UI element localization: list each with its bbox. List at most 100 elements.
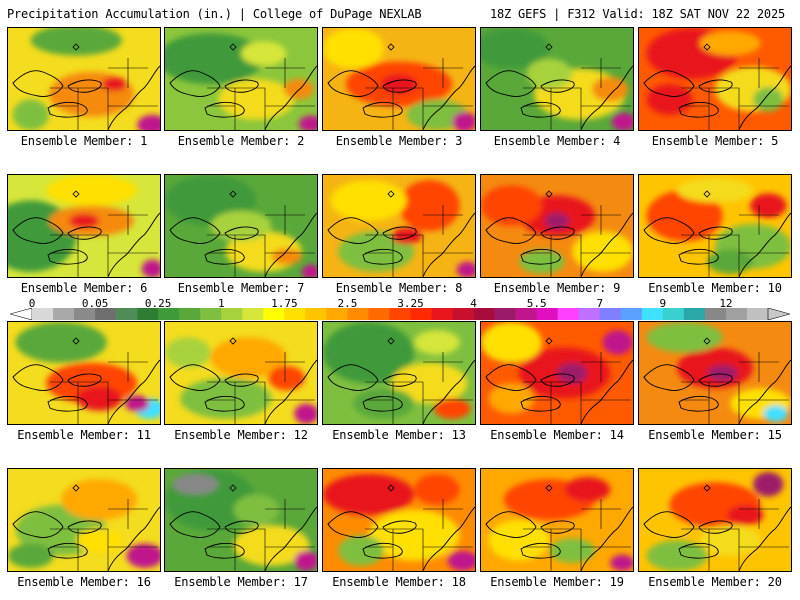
precip-field	[323, 469, 475, 571]
ensemble-member-label: Ensemble Member: 15	[648, 428, 782, 442]
precip-blob	[753, 472, 784, 497]
model-run-info: 18Z GEFS | F312 Valid: 18Z SAT NOV 22 20…	[489, 7, 785, 21]
precip-blob	[210, 210, 272, 242]
ensemble-member-map	[7, 468, 161, 572]
precip-blob	[294, 403, 317, 424]
precip-field	[639, 469, 791, 571]
precip-field	[8, 28, 160, 130]
station-marker	[387, 337, 395, 345]
colorbar-segment	[32, 308, 54, 320]
station-marker	[387, 190, 395, 198]
precip-blob	[481, 322, 542, 363]
state-borders	[50, 205, 158, 277]
colorbar-segment	[158, 308, 180, 320]
colorbar-tick-label: 1	[217, 297, 225, 310]
coastline	[422, 506, 475, 571]
ensemble-member-map	[164, 321, 318, 425]
ensemble-member-map	[164, 27, 318, 131]
coastline	[422, 359, 475, 424]
colorbar-segment	[74, 308, 96, 320]
precip-field	[481, 175, 633, 277]
precip-field	[639, 28, 791, 130]
precip-blob	[452, 111, 475, 130]
state-borders	[523, 499, 631, 571]
station-marker	[545, 43, 553, 51]
precip-blob	[210, 337, 287, 379]
ensemble-member-label: Ensemble Member: 3	[335, 134, 463, 148]
precip-field	[323, 175, 475, 277]
precip-blob	[301, 264, 317, 277]
precip-blob	[557, 362, 588, 384]
colorbar-segment	[389, 308, 411, 320]
state-borders	[365, 58, 473, 130]
colorbar-segment	[347, 308, 369, 320]
station-marker	[229, 190, 237, 198]
precip-blob	[283, 79, 314, 100]
state-borders	[523, 58, 631, 130]
colorbar-tick-label: 4	[470, 297, 477, 310]
ensemble-member-map	[7, 27, 161, 131]
precip-blob	[137, 114, 160, 130]
colorbar-segment	[305, 308, 327, 320]
ensemble-member-label: Ensemble Member: 10	[648, 281, 782, 295]
colorbar-tick-label: 1.75	[271, 297, 298, 310]
precip-field	[8, 322, 160, 424]
precip-blob	[646, 322, 723, 353]
state-borders	[207, 352, 315, 424]
colorbar-segment	[473, 308, 495, 320]
colorbar-segment	[536, 308, 559, 320]
station-marker	[545, 337, 553, 345]
colorbar-min-arrow	[10, 308, 33, 320]
colorbar-segment	[284, 308, 306, 320]
precip-blob	[753, 87, 784, 112]
ensemble-member-label: Ensemble Member: 9	[493, 281, 621, 295]
precip-blob	[218, 79, 295, 120]
precip-field	[481, 469, 633, 571]
colorbar-segment	[95, 308, 117, 320]
precip-blob	[707, 364, 738, 382]
precip-field	[8, 175, 160, 277]
colorbar-segment	[368, 308, 390, 320]
station-marker	[703, 337, 711, 345]
precip-blob	[519, 249, 565, 274]
ensemble-member-map	[638, 27, 792, 131]
coastline	[264, 65, 317, 130]
precip-blob	[15, 322, 107, 363]
precip-blob	[233, 494, 279, 526]
ensemble-member-label: Ensemble Member: 5	[651, 134, 779, 148]
precip-blob	[699, 525, 761, 556]
precip-field	[639, 175, 791, 277]
station-marker	[72, 190, 80, 198]
colorbar-segment	[620, 308, 643, 320]
precip-blob	[353, 388, 415, 419]
coastline	[264, 359, 317, 424]
state-borders	[681, 499, 789, 571]
colorbar-ticks: 0 0.05 0.25 1 1.75 2.5 3.25 4 5.5 7 9 12	[0, 297, 800, 311]
station-marker	[703, 190, 711, 198]
station-marker	[229, 337, 237, 345]
state-borders	[365, 499, 473, 571]
precip-blob	[8, 543, 54, 568]
ensemble-member-map	[7, 321, 161, 425]
ensemble-member-label: Ensemble Member: 19	[490, 575, 624, 589]
precip-blob	[677, 178, 753, 203]
precip-blob	[125, 395, 150, 412]
ensemble-member-map	[638, 321, 792, 425]
precip-blob	[338, 535, 384, 566]
state-borders	[365, 352, 473, 424]
precip-blob	[180, 378, 272, 419]
precip-blob	[727, 504, 764, 526]
colorbar-tick-label: 12	[719, 297, 733, 310]
precip-blob	[298, 115, 317, 130]
precip-field	[481, 28, 633, 130]
precip-blob	[414, 330, 460, 355]
precip-blob	[707, 249, 753, 274]
station-marker	[72, 43, 80, 51]
precip-blob	[233, 525, 310, 566]
state-borders	[523, 352, 631, 424]
coastline	[738, 506, 791, 571]
colorbar-tick-label: 5.5	[526, 297, 547, 310]
ensemble-member-map	[480, 174, 634, 278]
coastline	[738, 359, 791, 424]
precip-blob	[271, 248, 302, 265]
